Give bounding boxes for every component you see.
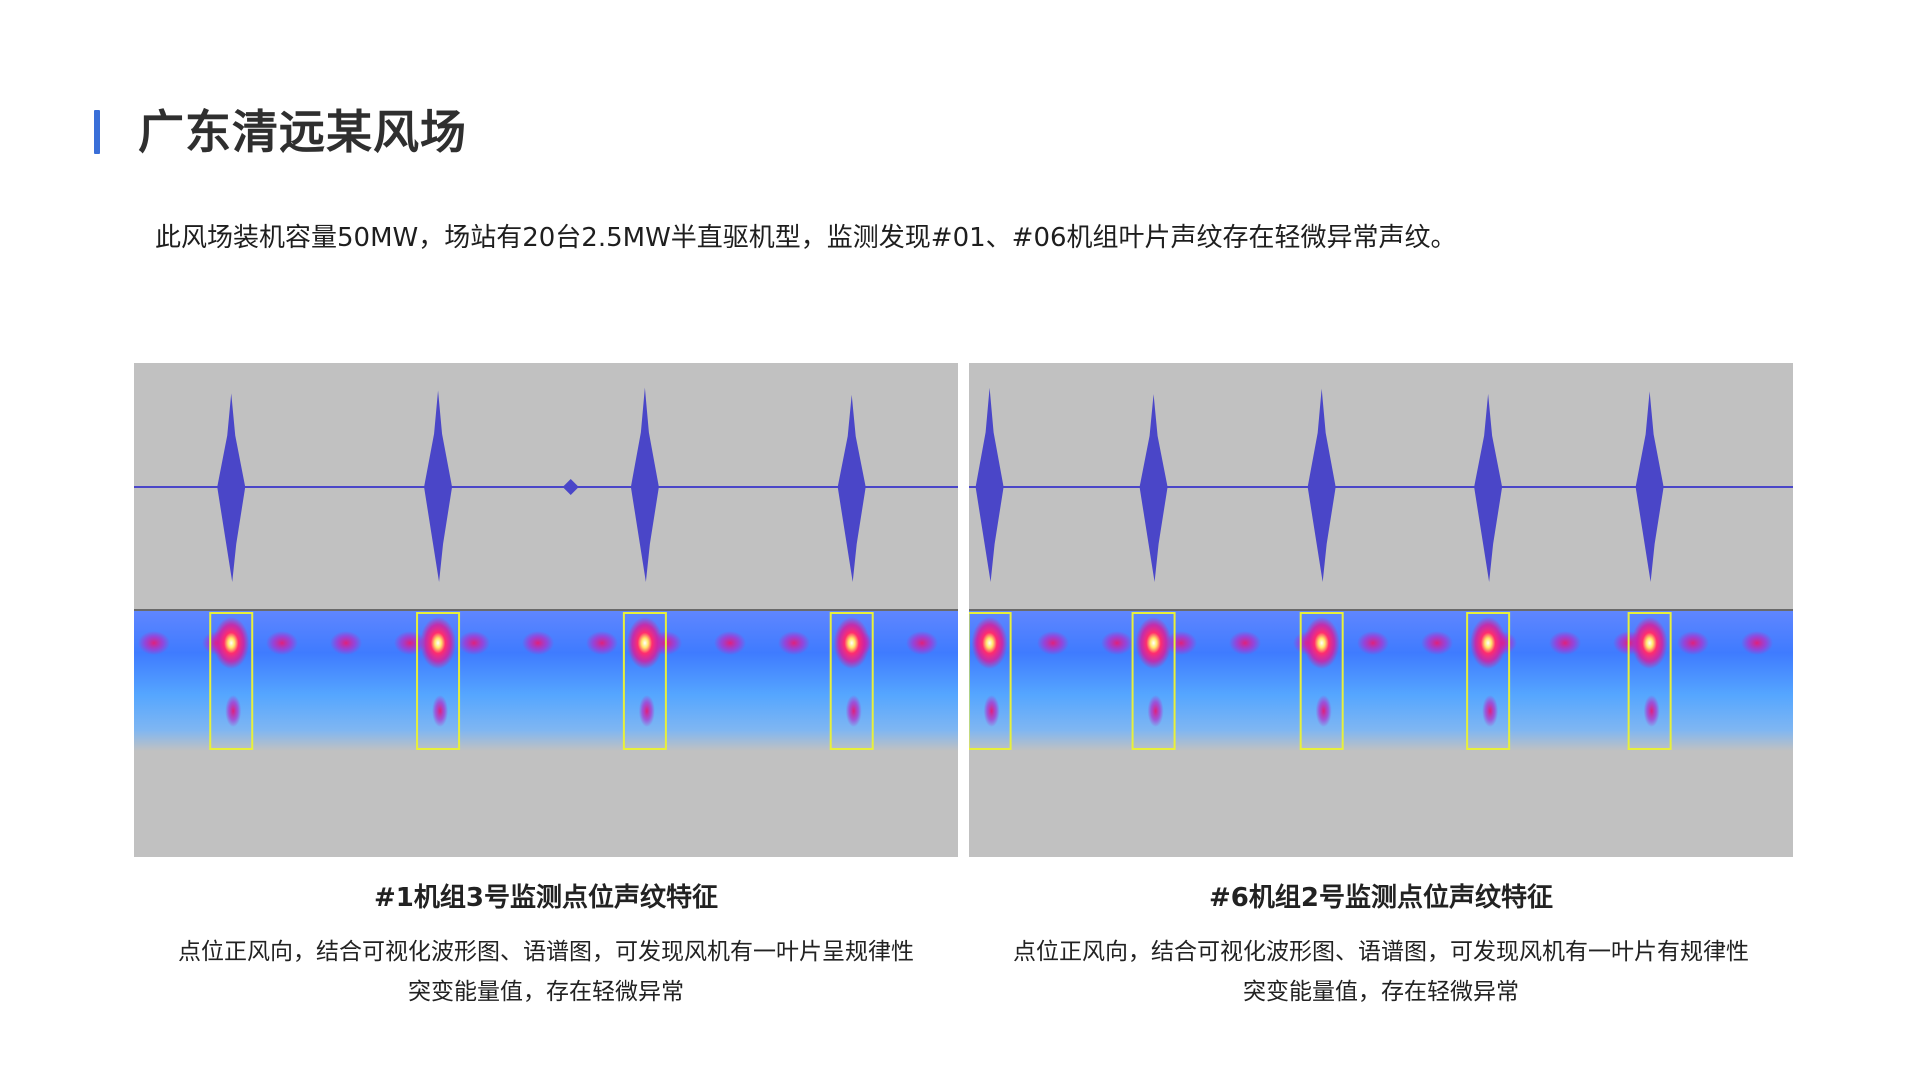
waveform-spike	[975, 387, 1004, 582]
waveform-spike	[630, 387, 659, 582]
waveform-spike	[1307, 388, 1336, 582]
spectrogram-figure-1	[134, 363, 958, 857]
waveform-spectrogram-image-1	[134, 387, 958, 751]
spectrogram-spot	[906, 631, 938, 655]
waveform-spike	[424, 390, 453, 582]
highlight-box	[1299, 612, 1344, 750]
spectrogram-spot	[1677, 631, 1709, 655]
spectrogram-hotspot	[420, 617, 457, 669]
figure-2-description-line-2: 突变能量值，存在轻微异常	[1243, 979, 1519, 1005]
spectrogram-hotspot-lower	[983, 695, 1000, 727]
spectrogram-spot	[1037, 631, 1069, 655]
waveform-spike	[1139, 394, 1168, 582]
spectrogram-hotspot	[833, 617, 870, 669]
figure-2-description: 点位正风向，结合可视化波形图、语谱图，可发现风机有一叶片有规律性 突变能量值，存…	[969, 932, 1793, 1012]
spectrogram-spot	[266, 631, 298, 655]
spectrogram-spot	[458, 631, 490, 655]
spectrogram-hotspot	[1303, 617, 1340, 669]
waveform-minor-spike	[562, 479, 579, 495]
figure-2-title: #6机组2号监测点位声纹特征	[1209, 883, 1553, 913]
highlight-box	[622, 612, 667, 750]
spectrogram-hotspot-lower	[1482, 695, 1499, 727]
spectrogram-band	[969, 611, 1793, 751]
highlight-box	[829, 612, 874, 750]
spectrogram-hotspot-lower	[432, 695, 449, 727]
spectrogram-hotspot	[1470, 617, 1507, 669]
figure-1-title: #1机组3号监测点位声纹特征	[374, 883, 718, 913]
spectrogram-spot	[1101, 631, 1133, 655]
spectrogram-spot	[1165, 631, 1197, 655]
highlight-box	[1627, 612, 1672, 750]
intro-text: 此风场装机容量50MW，场站有20台2.5MW半直驱机型，监测发现#01、#06…	[155, 223, 1457, 253]
spectrogram-hotspot	[213, 617, 250, 669]
figure-1-description-line-1: 点位正风向，结合可视化波形图、语谱图，可发现风机有一叶片呈规律性	[178, 939, 914, 965]
spectrogram-spot	[714, 631, 746, 655]
title-accent-bar	[94, 110, 100, 154]
waveform-spike	[217, 393, 246, 582]
spectrogram-top-edge	[134, 609, 958, 611]
spectrogram-hotspot	[971, 617, 1008, 669]
spectrogram-hotspot	[626, 617, 663, 669]
spectrogram-spot	[778, 631, 810, 655]
highlight-box	[1131, 612, 1176, 750]
figure-1-description-line-2: 突变能量值，存在轻微异常	[408, 979, 684, 1005]
spectrogram-spot	[1741, 631, 1773, 655]
spectrogram-hotspot-lower	[225, 695, 242, 727]
page-title: 广东清远某风场	[138, 105, 467, 159]
spectrogram-spot	[1357, 631, 1389, 655]
spectrogram-top-edge	[969, 609, 1793, 611]
spectrogram-figure-2	[969, 363, 1793, 857]
spectrogram-spot	[1549, 631, 1581, 655]
highlight-box	[416, 612, 461, 750]
highlight-box	[1466, 612, 1511, 750]
spectrogram-hotspot-lower	[845, 695, 862, 727]
spectrogram-spot	[1229, 631, 1261, 655]
waveform-spectrogram-image-2	[969, 387, 1793, 751]
spectrogram-hotspot	[1631, 617, 1668, 669]
spectrogram-hotspot-lower	[1315, 695, 1332, 727]
spectrogram-hotspot-lower	[1643, 695, 1660, 727]
waveform-spike	[1635, 391, 1664, 582]
figure-1-description: 点位正风向，结合可视化波形图、语谱图，可发现风机有一叶片呈规律性 突变能量值，存…	[134, 932, 958, 1012]
spectrogram-hotspot	[1135, 617, 1172, 669]
spectrogram-band	[134, 611, 958, 751]
figure-2-description-line-1: 点位正风向，结合可视化波形图、语谱图，可发现风机有一叶片有规律性	[1013, 939, 1749, 965]
spectrogram-hotspot-lower	[1147, 695, 1164, 727]
spectrogram-spot	[522, 631, 554, 655]
spectrogram-hotspot-lower	[638, 695, 655, 727]
highlight-box	[969, 612, 1012, 750]
spectrogram-spot	[586, 631, 618, 655]
spectrogram-spot	[1421, 631, 1453, 655]
spectrogram-spot	[138, 631, 170, 655]
waveform-spike	[837, 394, 866, 582]
highlight-box	[209, 612, 254, 750]
spectrogram-spot	[330, 631, 362, 655]
waveform-spike	[1474, 393, 1503, 582]
